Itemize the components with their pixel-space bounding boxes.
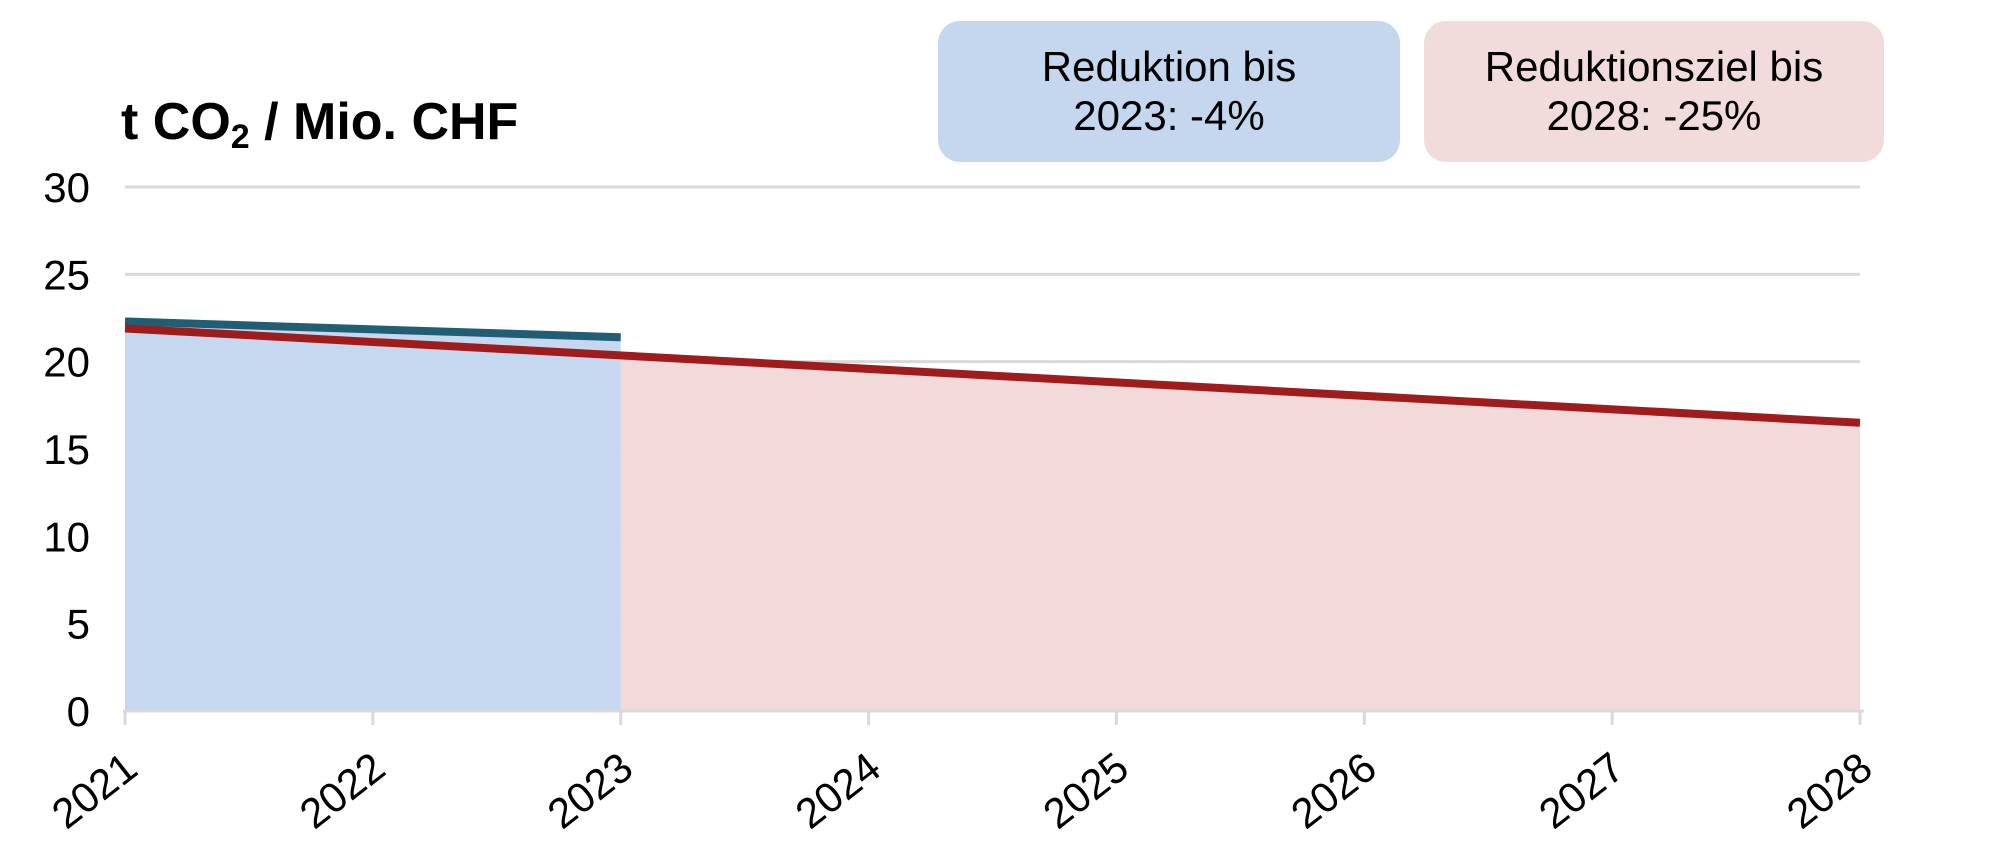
x-tick-label: 2028 <box>1778 743 1881 838</box>
y-tick-label: 20 <box>43 339 90 386</box>
y-tick-label: 15 <box>43 426 90 473</box>
badge-target-2028: Reduktionsziel bis 2028: -25% <box>1424 21 1884 162</box>
x-tick-label: 2025 <box>1034 743 1137 838</box>
y-tick-label: 5 <box>67 601 90 648</box>
x-tick-label: 2026 <box>1282 743 1385 838</box>
y-axis-title-main: t CO <box>121 93 231 151</box>
badge-target-line2: 2028: -25% <box>1546 91 1762 139</box>
badge-reduction-line2: 2023: -4% <box>1073 91 1265 139</box>
x-tick-label: 2027 <box>1530 743 1633 838</box>
target-line <box>124 324 1861 427</box>
badge-reduction-line1: Reduktion bis <box>1041 43 1297 91</box>
actual-area <box>125 318 621 711</box>
y-axis-title-rest: / Mio. CHF <box>249 93 519 151</box>
actual-line <box>124 317 621 342</box>
x-tick-label: 2022 <box>291 743 394 838</box>
y-tick-label: 25 <box>43 251 90 298</box>
y-axis-title: t CO2 / Mio. CHF <box>121 93 519 154</box>
x-tick-label: 2023 <box>539 743 642 838</box>
y-tick-label: 10 <box>43 513 90 560</box>
badge-target-line1: Reduktionsziel bis <box>1484 43 1824 91</box>
y-tick-label: 30 <box>43 164 90 211</box>
y-tick-label: 0 <box>67 688 90 735</box>
x-tick-label: 2021 <box>43 743 146 838</box>
target-area <box>620 355 1860 711</box>
x-tick-label: 2024 <box>787 743 890 838</box>
badge-reduction-2023: Reduktion bis 2023: -4% <box>938 21 1400 162</box>
y-axis-title-subscript: 2 <box>230 118 250 156</box>
